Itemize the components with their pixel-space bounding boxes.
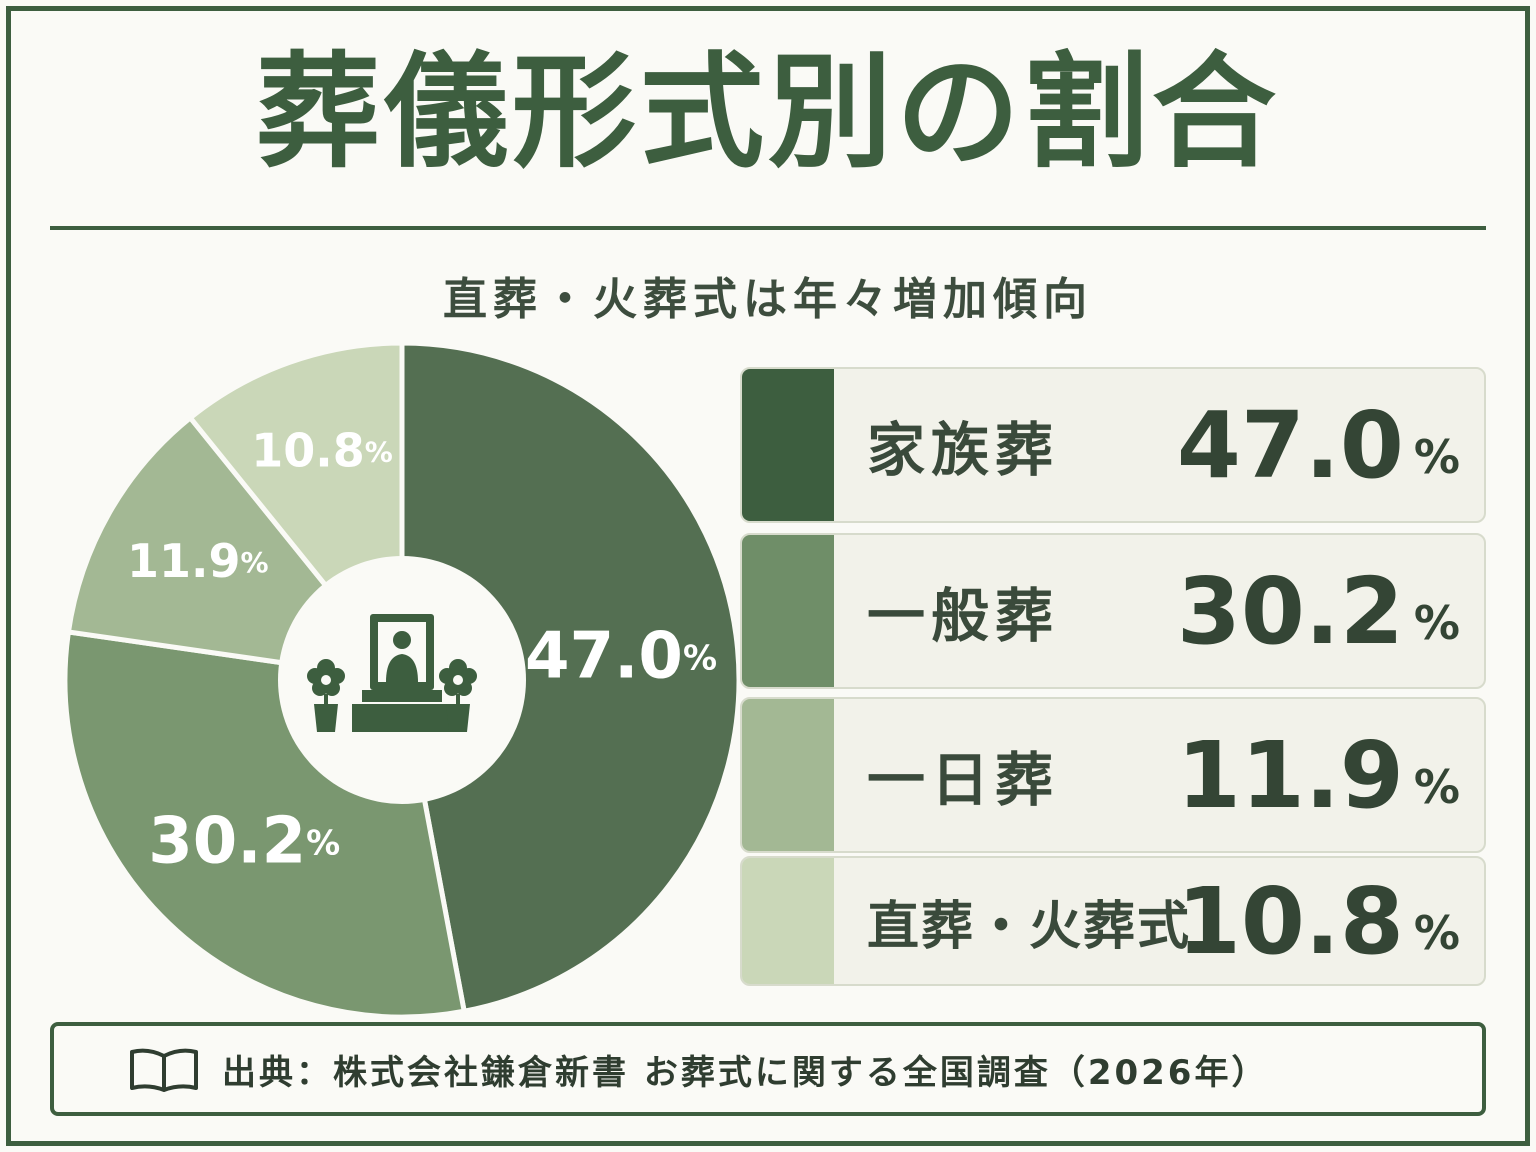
pie-slice: [399, 340, 742, 1015]
legend-label: 家族葬: [867, 416, 1060, 484]
legend-label: 一日葬: [867, 746, 1060, 814]
legend-item-ippanso: 一般葬 30.2%: [740, 533, 1486, 689]
legend-label: 直葬・火葬式: [867, 896, 1192, 957]
chart-subtitle: 直葬・火葬式は年々増加傾向: [443, 274, 1093, 325]
legend-item-kazokuso: 家族葬 47.0%: [740, 367, 1486, 523]
pie-slice-label: 11.9%: [127, 533, 269, 587]
chart-title: 葬儀形式別の割合: [255, 41, 1280, 185]
title-divider: [50, 226, 1486, 230]
book-icon: [130, 1048, 198, 1092]
pie-slice-label: 30.2%: [148, 804, 340, 878]
pie-slice-label: 47.0%: [525, 619, 717, 693]
legend-value: 30.2%: [1176, 557, 1460, 665]
legend-item-ichinichiso: 一日葬 11.9%: [740, 697, 1486, 853]
legend-value: 10.8%: [1176, 867, 1460, 975]
legend-swatch: [742, 535, 834, 687]
funeral-altar-icon: [307, 614, 477, 732]
legend-swatch: [742, 858, 834, 984]
legend-label: 一般葬: [867, 582, 1060, 650]
legend-swatch: [742, 369, 834, 521]
legend-value: 11.9%: [1176, 721, 1460, 829]
legend-swatch: [742, 699, 834, 851]
legend-value: 47.0%: [1176, 391, 1460, 499]
source-text: 出典：株式会社鎌倉新書 お葬式に関する全国調査（2026年）: [222, 1052, 1269, 1093]
legend-item-chokuso: 直葬・火葬式 10.8%: [740, 856, 1486, 986]
pie-slice-label: 10.8%: [251, 423, 393, 477]
outer-frame: [6, 6, 1530, 1146]
pie-slice-labels: 47.0% 30.2% 11.9% 10.8%: [127, 423, 717, 878]
source-note: 出典：株式会社鎌倉新書 お葬式に関する全国調査（2026年）: [50, 1022, 1486, 1116]
